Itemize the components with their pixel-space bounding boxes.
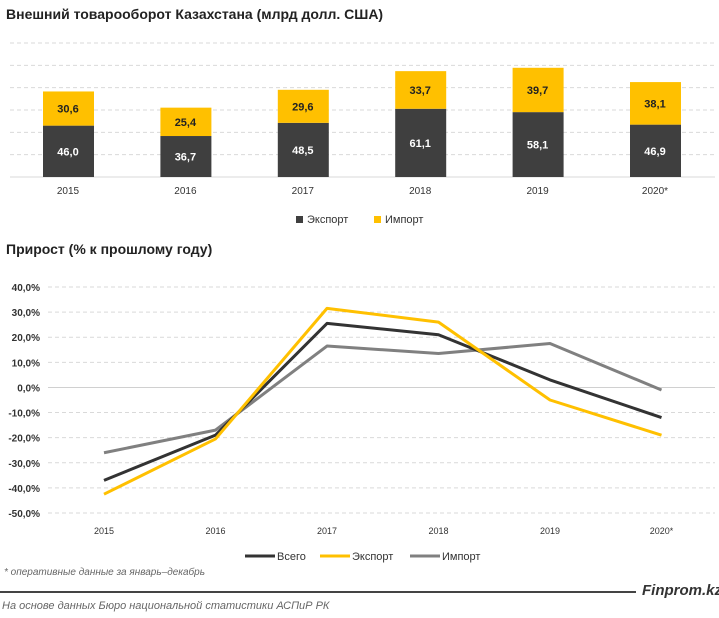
data-label: 38,1 bbox=[644, 98, 665, 110]
y-tick-label: -20,0% bbox=[8, 434, 40, 445]
x-tick-label: 2016 bbox=[205, 526, 225, 536]
data-label: 58,1 bbox=[527, 140, 548, 152]
legend-label: Всего bbox=[277, 551, 306, 563]
bar-Экспорт bbox=[630, 124, 681, 177]
data-label: 39,7 bbox=[527, 85, 548, 97]
x-tick-label: 2018 bbox=[409, 186, 432, 197]
data-label: 46,0 bbox=[57, 146, 78, 158]
data-label: 48,5 bbox=[292, 145, 313, 157]
x-tick-label: 2018 bbox=[428, 526, 448, 536]
bar-Импорт bbox=[43, 91, 94, 126]
bar-Экспорт bbox=[43, 125, 94, 177]
footnote: * оперативные данные за январь–декабрь bbox=[4, 567, 206, 578]
bar-Импорт bbox=[277, 89, 329, 123]
y-tick-label: 30,0% bbox=[12, 308, 40, 319]
line-Всего bbox=[103, 321, 662, 482]
y-tick-label: -40,0% bbox=[8, 484, 40, 495]
y-tick-label: 10,0% bbox=[12, 358, 40, 369]
line-Импорт bbox=[103, 342, 663, 455]
line-chart-title: Прирост (% к прошлому году) bbox=[6, 241, 213, 257]
data-label: 33,7 bbox=[409, 85, 430, 97]
data-label: 30,6 bbox=[57, 104, 78, 116]
legend-label: Экспорт bbox=[307, 214, 348, 226]
y-tick-label: -50,0% bbox=[8, 509, 40, 520]
x-tick-label: 2015 bbox=[57, 186, 80, 197]
x-tick-label: 2020* bbox=[650, 526, 674, 536]
bar-Экспорт bbox=[160, 136, 212, 177]
data-label: 61,1 bbox=[409, 138, 430, 150]
y-tick-label: -10,0% bbox=[8, 409, 40, 420]
line-Экспорт bbox=[103, 306, 662, 496]
divider bbox=[0, 591, 636, 593]
x-tick-label: 2017 bbox=[317, 526, 337, 536]
x-tick-label: 2019 bbox=[540, 526, 560, 536]
x-tick-label: 2017 bbox=[292, 186, 315, 197]
line-chart: 40,0% 30,0% 20,0% 10,0% 0,0% -10,0% -20,0% -30,… bbox=[8, 283, 715, 563]
bar-chart-title: Внешний товарооборот Казахстана (млрд до… bbox=[6, 6, 384, 22]
y-tick-label: 0,0% bbox=[17, 383, 40, 394]
bar-Экспорт bbox=[512, 112, 564, 177]
x-tick-label: 2016 bbox=[174, 186, 197, 197]
data-label: 46,9 bbox=[644, 146, 665, 158]
data-label: 29,6 bbox=[292, 101, 313, 113]
bar-chart: 46,0 30,6 2015 36,7 25,4 2016 48,5 29,6 2017 61,1… bbox=[10, 42, 715, 226]
bar-Экспорт bbox=[277, 122, 329, 177]
brand-logo: Finprom.kz bbox=[642, 582, 719, 599]
legend-label: Импорт bbox=[442, 551, 480, 563]
legend-label: Импорт bbox=[385, 214, 423, 226]
data-label: 25,4 bbox=[175, 117, 197, 129]
source-note: На основе данных Бюро национальной стати… bbox=[2, 600, 330, 612]
y-tick-label: 40,0% bbox=[12, 283, 40, 294]
bar-Импорт bbox=[395, 71, 447, 109]
x-tick-label: 2020* bbox=[642, 186, 668, 197]
legend-swatch bbox=[296, 216, 303, 223]
y-tick-label: -30,0% bbox=[8, 459, 40, 470]
legend-swatch bbox=[374, 216, 381, 223]
data-label: 36,7 bbox=[175, 152, 196, 164]
bar-Импорт bbox=[512, 67, 564, 113]
bar-Экспорт bbox=[395, 108, 447, 177]
x-tick-label: 2015 bbox=[94, 526, 114, 536]
x-tick-label: 2019 bbox=[526, 186, 549, 197]
bar-Импорт bbox=[630, 82, 681, 125]
y-tick-label: 20,0% bbox=[12, 333, 40, 344]
legend-label: Экспорт bbox=[352, 551, 393, 563]
bar-Импорт bbox=[160, 107, 212, 137]
